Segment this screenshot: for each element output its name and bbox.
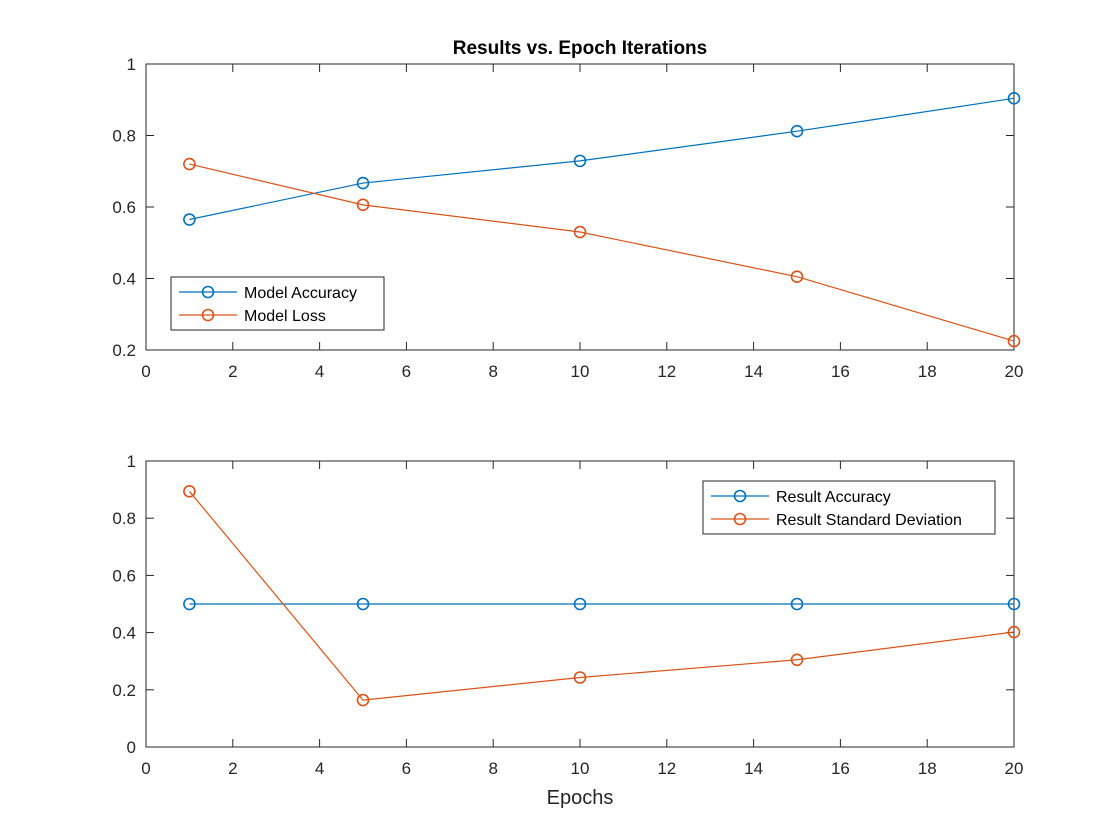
x-tick-label: 10 [571, 362, 590, 381]
legend-marker [201, 285, 215, 299]
data-point [356, 597, 370, 611]
bottom-plot-x-axis-title: Epochs [547, 787, 614, 809]
x-tick-label: 14 [744, 362, 763, 381]
x-tick-label: 18 [918, 362, 937, 381]
top-plot-series [183, 92, 1021, 348]
x-tick-label: 8 [488, 759, 497, 778]
y-tick-label: 0.8 [112, 509, 136, 528]
y-tick-label: 0.8 [112, 127, 136, 146]
legend-box [702, 480, 996, 535]
data-point [183, 485, 196, 498]
data-point [573, 671, 587, 684]
y-tick-label: 1 [127, 55, 136, 74]
x-tick-label: 14 [744, 759, 763, 778]
data-point [573, 154, 587, 168]
y-tick-label: 0.2 [112, 681, 136, 700]
legend-label: Model Accuracy [244, 285, 357, 302]
y-tick-label: 0 [127, 738, 136, 757]
bottom-plot: 0 2 4 6 8 10 12 14 16 18 20 0 0.2 0.4 0.6 0.8 1 Result A… [112, 452, 1023, 809]
data-point [183, 157, 196, 171]
data-point [356, 693, 370, 707]
x-tick-label: 0 [141, 362, 150, 381]
top-plot-legend: Model Accuracy Model Loss [170, 276, 385, 331]
data-point [790, 270, 804, 284]
data-point [1007, 625, 1021, 639]
legend-marker [201, 308, 215, 322]
x-tick-label: 16 [831, 759, 850, 778]
bottom-plot-series [183, 485, 1021, 707]
top-plot-axes: 0 2 4 6 8 10 12 14 16 18 20 0.2 0.4 0.6 0.8 1 [112, 55, 1023, 381]
data-point [573, 225, 587, 239]
x-tick-label: 4 [315, 362, 324, 381]
legend-marker [733, 512, 747, 526]
y-tick-label: 0.4 [112, 270, 136, 289]
top-plot-title: Results vs. Epoch Iterations [453, 38, 707, 59]
series-line [189, 163, 1015, 342]
series-line [188, 490, 1015, 701]
legend-marker [733, 489, 747, 503]
x-tick-label: 8 [488, 362, 497, 381]
data-point [356, 198, 370, 212]
top-plot: Results vs. Epoch Iterations 0 2 4 6 8 10 12 14… [112, 38, 1023, 381]
x-tick-label: 6 [402, 759, 411, 778]
data-point [356, 176, 370, 190]
data-point [1007, 92, 1021, 105]
y-tick-label: 1 [127, 452, 136, 471]
y-tick-label: 0.2 [112, 341, 136, 360]
data-point [790, 653, 804, 667]
x-tick-label: 20 [1005, 759, 1024, 778]
legend-label: Result Accuracy [776, 489, 891, 506]
y-tick-label: 0.6 [112, 198, 136, 217]
x-tick-label: 0 [141, 759, 150, 778]
data-point [1007, 334, 1021, 348]
legend-label: Result Standard Deviation [776, 512, 962, 529]
data-point [790, 597, 804, 611]
data-point [573, 597, 587, 611]
x-tick-label: 2 [228, 759, 237, 778]
legend-label: Model Loss [244, 308, 326, 325]
legend-box [170, 276, 385, 331]
x-tick-label: 12 [657, 759, 676, 778]
x-tick-label: 18 [918, 759, 937, 778]
y-tick-label: 0.6 [112, 566, 136, 585]
x-tick-label: 6 [402, 362, 411, 381]
data-point [183, 213, 196, 226]
data-point [790, 124, 804, 138]
x-tick-label: 16 [831, 362, 850, 381]
bottom-plot-legend: Result Accuracy Result Standard Deviation [702, 480, 996, 535]
series-line [189, 97, 1015, 221]
data-point [183, 597, 196, 611]
data-point [1007, 597, 1021, 611]
x-tick-label: 2 [228, 362, 237, 381]
y-tick-label: 0.4 [112, 624, 136, 643]
x-tick-label: 20 [1005, 362, 1024, 381]
x-tick-label: 10 [571, 759, 590, 778]
x-tick-label: 12 [657, 362, 676, 381]
x-tick-label: 4 [315, 759, 324, 778]
